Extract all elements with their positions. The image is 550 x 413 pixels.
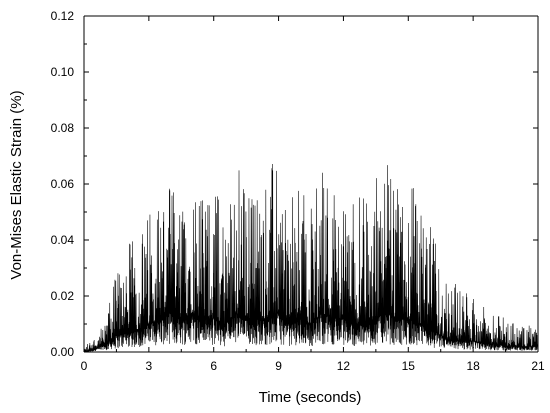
x-tick-label: 21 bbox=[531, 359, 545, 373]
series-strain bbox=[83, 163, 539, 353]
y-tick-label: 0.12 bbox=[51, 9, 75, 23]
y-tick-label: 0.04 bbox=[51, 233, 75, 247]
x-axis-title: Time (seconds) bbox=[259, 389, 362, 406]
y-axis-title: Von-Mises Elastic Strain (%) bbox=[8, 90, 25, 279]
y-tick-label: 0.00 bbox=[51, 345, 75, 359]
x-tick-label: 15 bbox=[402, 359, 416, 373]
x-tick-label: 9 bbox=[275, 359, 282, 373]
x-tick-label: 6 bbox=[210, 359, 217, 373]
x-tick-label: 3 bbox=[146, 359, 153, 373]
x-tick-label: 0 bbox=[81, 359, 88, 373]
y-tick-label: 0.10 bbox=[51, 65, 75, 79]
y-tick-label: 0.06 bbox=[51, 177, 75, 191]
strain-trace bbox=[83, 163, 539, 353]
x-tick-label: 18 bbox=[466, 359, 480, 373]
x-tick-label: 12 bbox=[337, 359, 351, 373]
y-tick-label: 0.08 bbox=[51, 121, 75, 135]
axes: 0 3 6 9 12 15 18 21 0.00 0.02 0.04 0.06 0.08 0.10 0.12 bbox=[51, 9, 545, 373]
y-tick-label: 0.02 bbox=[51, 289, 75, 303]
